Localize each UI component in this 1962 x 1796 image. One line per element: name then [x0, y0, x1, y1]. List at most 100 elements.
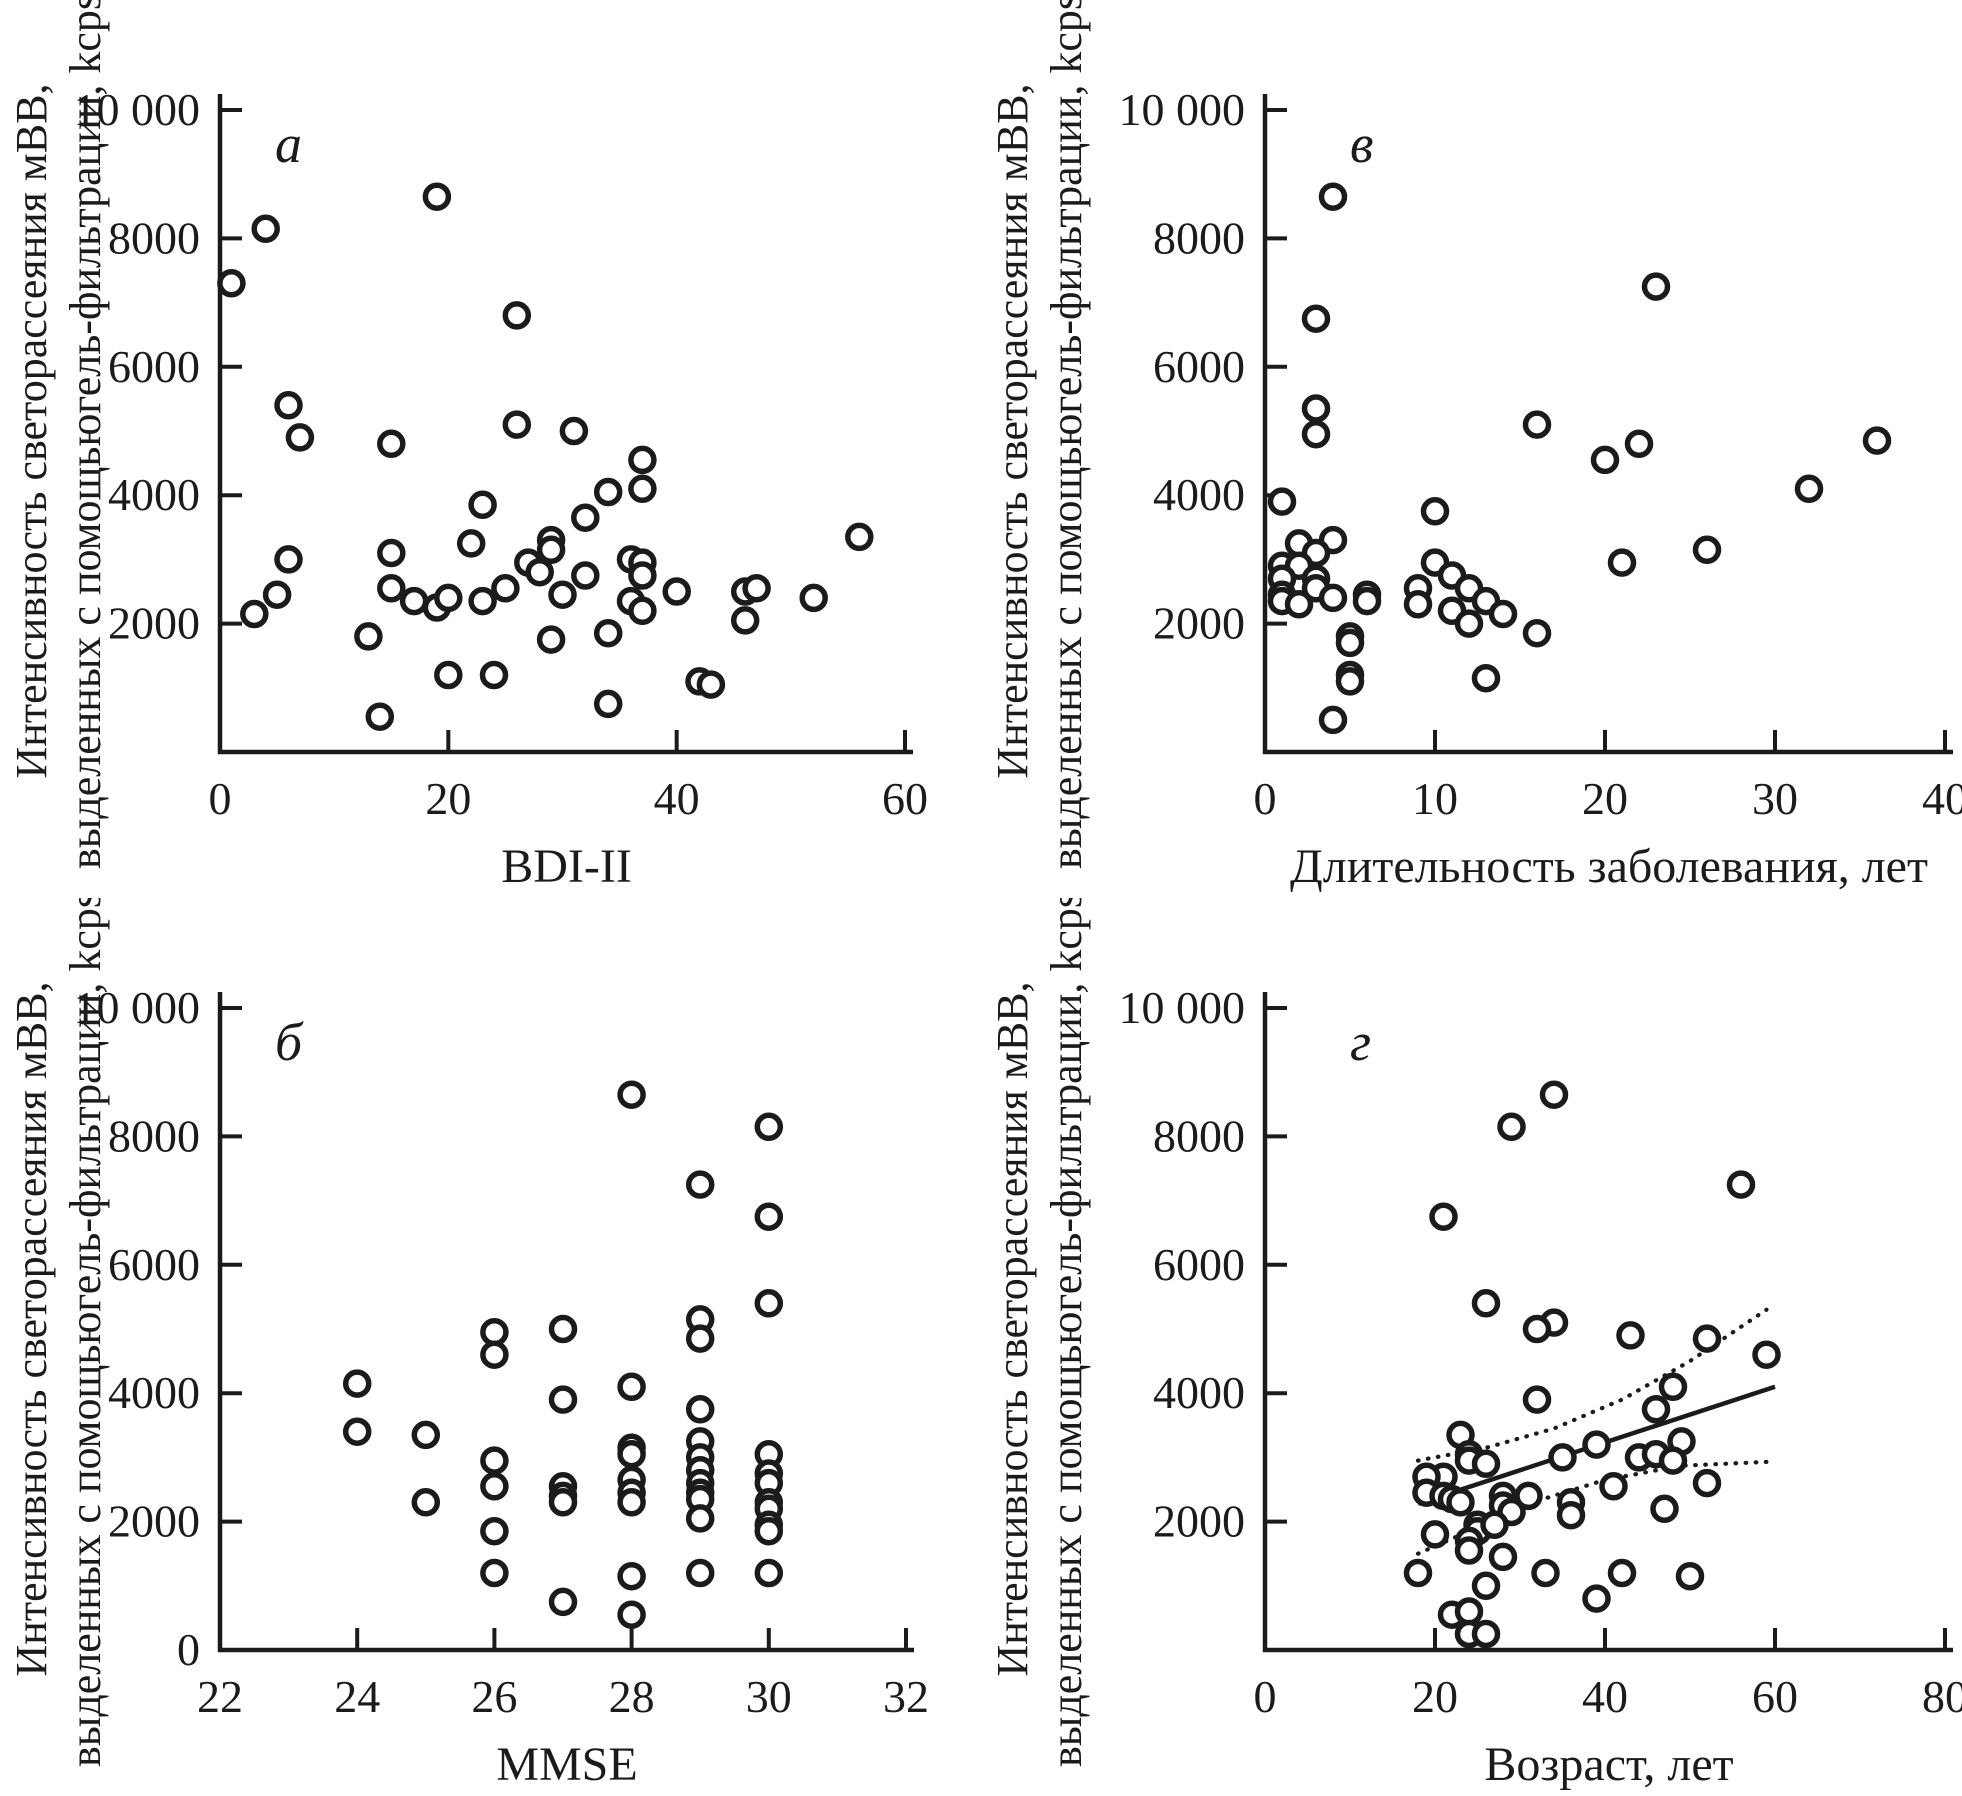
- x-tick-label: 32: [883, 1671, 929, 1722]
- y-tick-label: 8000: [108, 212, 200, 263]
- data-point: [1403, 1558, 1433, 1588]
- data-point: [1616, 1321, 1645, 1350]
- x-axis-title: MMSE: [496, 1738, 637, 1791]
- data-point: [1522, 410, 1552, 439]
- data-point: [617, 1080, 646, 1109]
- x-tick-label: 60: [882, 773, 928, 824]
- data-point: [365, 702, 395, 731]
- data-point: [617, 1372, 646, 1402]
- x-axis-title: BDI-II: [501, 840, 632, 893]
- x-tick-label: 80: [1922, 1671, 1962, 1722]
- data-point: [617, 1439, 646, 1469]
- x-tick-label: 0: [1254, 1671, 1277, 1722]
- data-point: [377, 538, 406, 568]
- data-point: [617, 1561, 646, 1591]
- data-point: [571, 503, 600, 532]
- data-point: [696, 670, 726, 699]
- data-point: [480, 1516, 509, 1546]
- data-point: [1692, 1324, 1722, 1353]
- data-point: [536, 625, 566, 654]
- data-point: [1531, 1558, 1560, 1588]
- data-point: [468, 490, 497, 520]
- panel-letter: г: [1350, 1012, 1371, 1072]
- y-axis-title-line2: выделенных с помощьюгель-фильтрации, kcp…: [61, 898, 110, 1767]
- y-tick-label: 6000: [108, 341, 200, 392]
- data-point: [1284, 590, 1314, 619]
- data-point: [1658, 1372, 1688, 1402]
- y-axis-title-line2: выделенных с помощьюгель-фильтрации, kcp…: [1042, 898, 1091, 1767]
- x-tick-label: 26: [471, 1671, 517, 1722]
- data-point: [1522, 1385, 1552, 1414]
- y-axis-title-line1: Интенсивность светорассеяния мВВ,: [988, 84, 1037, 779]
- data-point: [1522, 618, 1552, 648]
- data-point: [411, 1420, 441, 1450]
- panel-g-scatter-age: 2000 4000 6000 8000 10 000 0 20 40 60 80 Возраст, …: [988, 898, 1962, 1791]
- data-point: [1420, 497, 1450, 526]
- data-point: [262, 580, 292, 609]
- data-point: [502, 410, 532, 439]
- data-point: [1607, 548, 1637, 577]
- data-point: [593, 477, 623, 507]
- data-point: [525, 557, 554, 587]
- data-point: [1471, 663, 1501, 693]
- y-axis-title-line2: выделенных с помощьюгель-фильтрации, kcp…: [1042, 0, 1091, 869]
- x-tick-label: 30: [746, 1671, 792, 1722]
- data-point: [342, 1369, 372, 1398]
- y-tick-label: 4000: [108, 1367, 200, 1418]
- data-point: [399, 586, 429, 616]
- data-point: [1471, 1619, 1501, 1649]
- data-point: [1471, 1449, 1501, 1479]
- y-tick-label: 10 000: [1119, 84, 1246, 135]
- data-point: [1692, 1468, 1722, 1498]
- panel-letter: б: [275, 1012, 304, 1072]
- data-point: [411, 1488, 441, 1517]
- data-point: [845, 522, 874, 552]
- data-point: [685, 1170, 715, 1199]
- data-point: [480, 1340, 509, 1369]
- x-tick-label: 60: [1752, 1671, 1798, 1722]
- y-tick-label: 10 000: [1119, 982, 1246, 1033]
- data-point: [1318, 583, 1348, 613]
- panel-letter: а: [275, 114, 302, 174]
- data-point: [685, 1504, 715, 1533]
- panel-letter: в: [1350, 114, 1373, 174]
- panel-v-scatter-disease-duration: 2000 4000 6000 8000 10 000 0 10 20 30 40 Длительно…: [988, 0, 1962, 893]
- x-tick-label: 0: [1254, 773, 1277, 824]
- axes-lines: [1262, 992, 1953, 1653]
- y-tick-label: 8000: [1153, 1110, 1245, 1161]
- data-point: [593, 689, 623, 719]
- data-point: [593, 618, 623, 648]
- data-point: [479, 660, 509, 690]
- data-point: [1862, 426, 1892, 455]
- x-tick-label: 30: [1752, 773, 1798, 824]
- data-point: [1590, 445, 1620, 475]
- data-point: [571, 561, 600, 590]
- y-tick-label: 4000: [108, 469, 200, 520]
- y-tick-label: 10 000: [74, 982, 201, 1033]
- data-point: [342, 1417, 372, 1446]
- data-point: [480, 1446, 509, 1475]
- axes-lines: [1262, 94, 1953, 755]
- data-point: [1607, 1558, 1637, 1588]
- data-point: [468, 586, 497, 616]
- x-axis-title: Длительность заболевания, лет: [1290, 840, 1928, 893]
- data-point: [456, 529, 486, 558]
- data-point: [1446, 1488, 1475, 1517]
- data-point: [536, 535, 566, 565]
- data-point: [1514, 1481, 1543, 1511]
- data-point: [377, 429, 406, 459]
- data-point: [617, 1600, 646, 1629]
- data-point: [799, 583, 828, 613]
- data-point: [251, 214, 280, 244]
- data-point: [1454, 1536, 1484, 1565]
- data-point: [1522, 1314, 1552, 1344]
- y-tick-label: 6000: [108, 1239, 200, 1290]
- x-tick-label: 20: [1582, 773, 1628, 824]
- data-point: [1318, 182, 1348, 211]
- data-point: [730, 606, 760, 635]
- data-point: [1599, 1472, 1628, 1501]
- data-point: [1582, 1584, 1611, 1613]
- data-point: [628, 445, 657, 475]
- data-point: [274, 545, 303, 574]
- data-point: [1548, 1443, 1577, 1472]
